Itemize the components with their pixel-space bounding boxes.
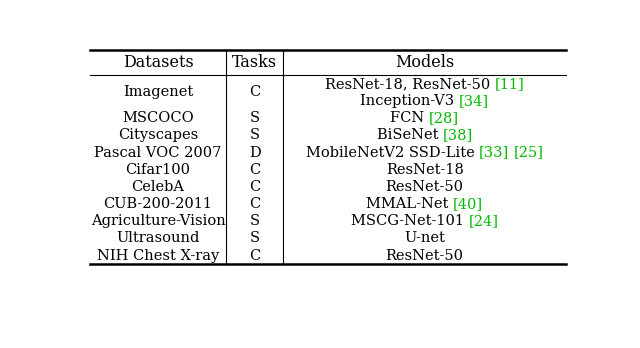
Text: S: S xyxy=(250,111,260,125)
Text: FCN: FCN xyxy=(390,111,429,125)
Text: Ultrasound: Ultrasound xyxy=(116,231,200,245)
Text: U-net: U-net xyxy=(404,231,445,245)
Text: NIH Chest X-ray: NIH Chest X-ray xyxy=(97,248,220,263)
Text: Pascal VOC 2007: Pascal VOC 2007 xyxy=(95,145,222,159)
Text: Cityscapes: Cityscapes xyxy=(118,128,198,142)
Text: MobileNetV2 SSD-Lite: MobileNetV2 SSD-Lite xyxy=(305,145,479,159)
Text: ResNet-50: ResNet-50 xyxy=(386,180,464,194)
Text: Tasks: Tasks xyxy=(232,54,277,71)
Text: C: C xyxy=(249,163,260,177)
Text: [38]: [38] xyxy=(443,128,473,142)
Text: [11]: [11] xyxy=(495,77,525,91)
Text: CelebA: CelebA xyxy=(132,180,184,194)
Text: MSCG-Net-101: MSCG-Net-101 xyxy=(351,214,468,228)
Text: [34]: [34] xyxy=(459,94,489,108)
Text: C: C xyxy=(249,197,260,211)
Text: [28]: [28] xyxy=(429,111,460,125)
Text: ResNet-18: ResNet-18 xyxy=(386,163,463,177)
Text: C: C xyxy=(249,85,260,100)
Text: Inception-V3: Inception-V3 xyxy=(360,94,459,108)
Text: Agriculture-Vision: Agriculture-Vision xyxy=(91,214,225,228)
Text: S: S xyxy=(250,128,260,142)
Text: BiSeNet: BiSeNet xyxy=(376,128,443,142)
Text: Datasets: Datasets xyxy=(123,54,193,71)
Text: [40]: [40] xyxy=(453,197,483,211)
Text: ResNet-50: ResNet-50 xyxy=(386,248,464,263)
Text: [33]: [33] xyxy=(479,145,509,159)
Text: [24]: [24] xyxy=(468,214,499,228)
Text: ResNet-18, ResNet-50: ResNet-18, ResNet-50 xyxy=(325,77,495,91)
Text: Models: Models xyxy=(395,54,454,71)
Text: MMAL-Net: MMAL-Net xyxy=(366,197,453,211)
Text: Imagenet: Imagenet xyxy=(123,85,193,100)
Text: S: S xyxy=(250,214,260,228)
Text: MSCOCO: MSCOCO xyxy=(122,111,194,125)
Text: C: C xyxy=(249,248,260,263)
Text: Cifar100: Cifar100 xyxy=(125,163,191,177)
Text: [25]: [25] xyxy=(514,145,544,159)
Text: S: S xyxy=(250,231,260,245)
Text: CUB-200-2011: CUB-200-2011 xyxy=(104,197,212,211)
Text: C: C xyxy=(249,180,260,194)
Text: D: D xyxy=(249,145,260,159)
